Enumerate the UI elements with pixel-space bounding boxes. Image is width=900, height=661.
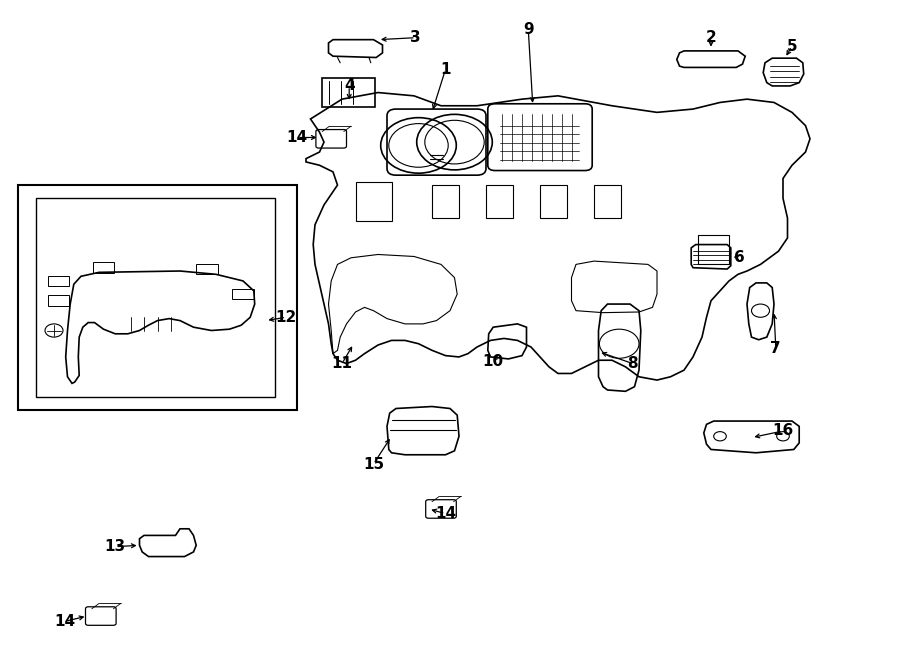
Text: 1: 1 xyxy=(440,62,451,77)
Text: 12: 12 xyxy=(275,310,297,325)
Text: 4: 4 xyxy=(344,79,355,93)
Text: 9: 9 xyxy=(523,22,534,37)
Text: 3: 3 xyxy=(410,30,421,45)
Bar xyxy=(432,185,459,218)
Text: 6: 6 xyxy=(734,251,745,265)
Bar xyxy=(486,185,513,218)
Text: 8: 8 xyxy=(627,356,638,371)
Text: 13: 13 xyxy=(104,539,126,554)
Bar xyxy=(356,182,392,221)
Text: 14: 14 xyxy=(54,614,76,629)
Bar xyxy=(48,295,69,306)
Bar xyxy=(48,276,69,286)
Text: 7: 7 xyxy=(770,341,781,356)
Bar xyxy=(232,289,254,299)
Bar xyxy=(196,264,218,274)
Bar xyxy=(93,262,114,273)
Text: 10: 10 xyxy=(482,354,504,369)
Bar xyxy=(594,185,621,218)
Text: 5: 5 xyxy=(787,39,797,54)
Text: 11: 11 xyxy=(331,356,353,371)
Text: 15: 15 xyxy=(363,457,384,471)
Bar xyxy=(36,198,274,397)
Bar xyxy=(540,185,567,218)
Text: 2: 2 xyxy=(706,30,716,45)
Text: 14: 14 xyxy=(286,130,308,145)
Text: 16: 16 xyxy=(772,424,794,438)
Bar xyxy=(18,185,297,410)
Bar xyxy=(698,235,729,264)
Text: 14: 14 xyxy=(435,506,456,521)
